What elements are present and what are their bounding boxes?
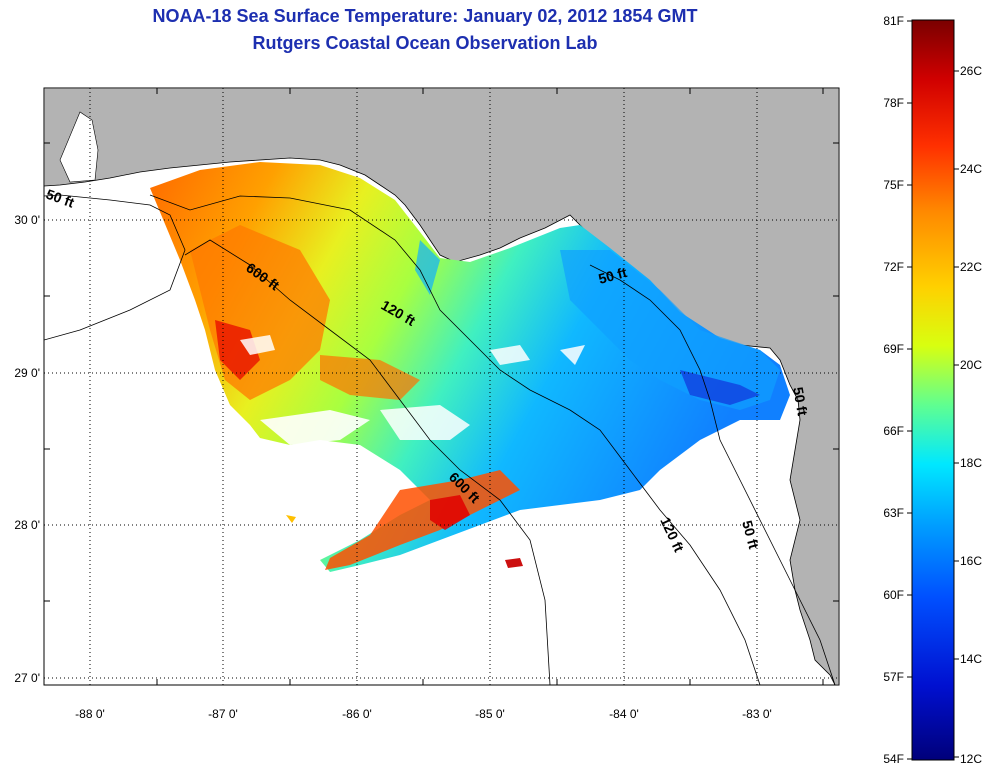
lon-label-86: -86 0' [342,707,372,721]
cb-label-22C: 22C [960,260,982,274]
cb-label-14C: 14C [960,652,982,666]
lon-label-87: -87 0' [208,707,238,721]
axis-ticks [44,88,839,685]
lat-label-30: 30 0' [14,213,40,227]
warm-speck-2 [286,515,296,523]
contour-50ft-east [589,264,836,685]
cloud-gap-3 [240,335,275,355]
colorbar-ticks [907,20,959,760]
cloud-gap [260,410,370,445]
cold-core [680,370,760,405]
contour-label-50ft-south: 50 ft [739,519,762,551]
cb-label-16C: 16C [960,554,982,568]
cb-label-26C: 26C [960,64,982,78]
contour-50ft-west [44,194,186,341]
warm-patch-2 [320,355,420,400]
cb-label-54F: 54F [883,752,904,766]
cb-label-20C: 20C [960,358,982,372]
contour-label-50ft-north: 50 ft [597,264,629,287]
colorbar [911,19,955,761]
cb-label-24C: 24C [960,162,982,176]
warm-speck [505,558,523,568]
contour-120ft [149,194,761,685]
map-title: NOAA-18 Sea Surface Temperature: January… [152,6,698,26]
cb-label-12C: 12C [960,752,982,766]
lat-label-27: 27 0' [14,671,40,685]
bay-inlet [59,111,99,183]
cold-nearshore [560,250,780,410]
lon-label-83: -83 0' [742,707,772,721]
cloud-gap-4 [490,345,530,365]
cold-bay [415,240,440,295]
lon-label-84: -84 0' [609,707,639,721]
lat-label-29: 29 0' [14,366,40,380]
contour-600ft [184,239,551,685]
cb-label-57F: 57F [883,670,904,684]
warm-filament-core [430,495,470,530]
cb-label-78F: 78F [883,96,904,110]
cb-label-60F: 60F [883,588,904,602]
cloud-gap-5 [560,345,585,365]
lat-label-28: 28 0' [14,518,40,532]
contour-label-50ft-east: 50 ft [790,386,811,417]
graticule [44,88,839,685]
lon-label-85: -85 0' [475,707,505,721]
cb-label-66F: 66F [883,424,904,438]
cb-label-72F: 72F [883,260,904,274]
cb-label-18C: 18C [960,456,982,470]
map-subtitle: Rutgers Coastal Ocean Observation Lab [252,33,598,53]
cb-label-63F: 63F [883,506,904,520]
cb-label-69F: 69F [883,342,904,356]
lon-label-88: -88 0' [75,707,105,721]
cb-label-81F: 81F [883,14,904,28]
warm-filament [325,470,520,570]
cb-label-75F: 75F [883,178,904,192]
warm-core [215,320,260,380]
cloud-gap-2 [380,405,470,440]
